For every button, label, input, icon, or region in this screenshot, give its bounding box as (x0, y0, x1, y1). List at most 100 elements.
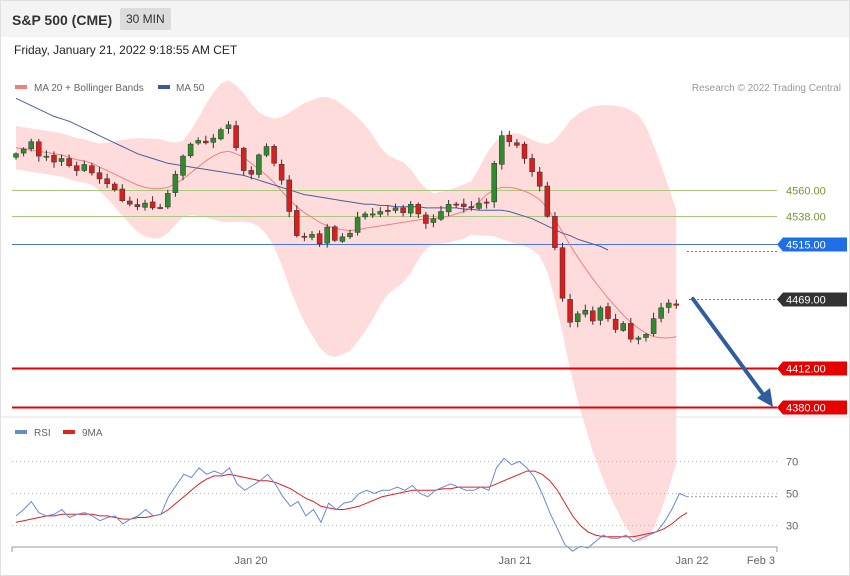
candle-body (134, 204, 141, 207)
candle (127, 196, 133, 207)
candle-body (96, 172, 103, 180)
candle-body (620, 323, 626, 331)
interval-badge[interactable]: 30 MIN (120, 8, 171, 30)
ma20-line (15, 147, 677, 339)
candle (590, 306, 596, 325)
rsi-grid: 30 50 70 (12, 457, 798, 533)
legend-label-rsi: RSI (34, 428, 51, 439)
candle (263, 143, 270, 158)
candle (483, 198, 490, 209)
candle-body (51, 155, 57, 163)
rsi-line (15, 457, 688, 552)
candle (96, 167, 103, 184)
chart-title: S&P 500 (CME) (12, 12, 113, 28)
candle-body (28, 141, 34, 150)
candle (415, 202, 422, 218)
candle-body (445, 204, 452, 213)
candle-body (430, 218, 437, 223)
candle-body (58, 158, 65, 162)
candle (529, 153, 535, 177)
candle (476, 197, 482, 210)
candle (612, 313, 619, 333)
candle-body (324, 226, 330, 244)
rsi-legend: RSI 9MA (15, 428, 103, 439)
legend-swatch-ma50 (158, 85, 170, 89)
candle (597, 305, 604, 326)
candle (203, 135, 209, 145)
candle-body (233, 125, 239, 148)
candle (89, 162, 95, 176)
candle-body (521, 143, 528, 159)
level-tag-4380-00 (777, 400, 847, 415)
candle (187, 142, 194, 158)
candle-body (36, 141, 42, 157)
candle-body (248, 170, 255, 175)
candle (309, 231, 315, 241)
candle-body (111, 183, 118, 191)
candle (149, 196, 156, 210)
legend-label-9ma: 9MA (82, 428, 103, 439)
candle (233, 120, 239, 151)
candle (567, 293, 573, 328)
candle (134, 198, 141, 211)
candle (66, 154, 72, 168)
candle-body (225, 124, 232, 129)
legend-label-ma20: MA 20 + Bollinger Bands (34, 83, 144, 94)
candle (453, 201, 459, 208)
candle-body (673, 303, 680, 306)
candle-body (218, 129, 224, 140)
candle (172, 170, 179, 197)
candle-body (499, 135, 505, 165)
candle (111, 181, 118, 192)
candle-body (643, 334, 649, 338)
candle-body (195, 140, 201, 144)
candle-body (544, 185, 551, 217)
candle (605, 302, 611, 322)
candle-body (309, 234, 315, 238)
level-label-4560-00: 4560.00 (786, 186, 826, 198)
level-label-4412-00: 4412.00 (786, 364, 826, 376)
candle (377, 207, 384, 218)
candle-body (514, 142, 520, 146)
candle-body (332, 226, 338, 241)
candle-body (491, 163, 497, 203)
candle (73, 161, 80, 176)
candles-layer (13, 120, 680, 345)
candle-body (461, 203, 467, 207)
candle (574, 311, 581, 328)
candle-body (559, 247, 566, 299)
candle-body (73, 165, 80, 171)
candle-body (149, 201, 156, 209)
candle (225, 121, 232, 134)
candle-body (529, 158, 535, 172)
candle (347, 229, 353, 240)
candle (385, 205, 391, 216)
candle-body (483, 201, 490, 204)
candle-body (347, 232, 353, 238)
copyright: Research © 2022 Trading Central (692, 83, 841, 94)
candle (620, 321, 626, 332)
candle-body (590, 310, 596, 322)
candle (165, 189, 171, 209)
candle (210, 134, 217, 149)
candle (301, 232, 308, 242)
candle-body (476, 202, 482, 209)
arrow-head (757, 388, 773, 407)
candle-body (339, 236, 346, 242)
level-labels: 4560.00 4538.00 4515.00 4469.00 4412.00 4380.… (777, 186, 847, 415)
candle (339, 233, 346, 243)
price-legend: MA 20 + Bollinger Bands MA 50 (15, 83, 205, 94)
candle (407, 201, 414, 218)
candle (514, 139, 520, 149)
candle-body (354, 217, 361, 233)
candle (332, 225, 338, 242)
x-tick-label-jan-21: Jan 21 (498, 555, 531, 567)
candle (552, 212, 558, 251)
candle-body (650, 318, 657, 334)
candle (58, 154, 65, 166)
candle (559, 242, 566, 302)
candle-body (271, 146, 277, 164)
candle (362, 211, 368, 220)
candle-body (263, 146, 270, 156)
